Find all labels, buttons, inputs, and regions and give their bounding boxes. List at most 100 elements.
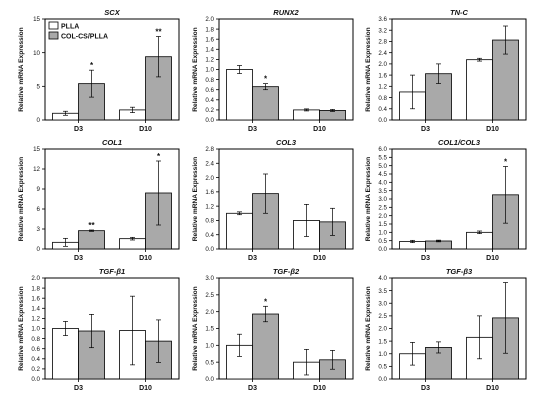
y-tick-label: 2.5 bbox=[378, 313, 387, 320]
y-tick-label: 5.0 bbox=[378, 163, 387, 170]
y-tick-label: 0.6 bbox=[31, 346, 40, 353]
y-tick-label: 1.8 bbox=[205, 26, 214, 33]
x-tick-label: D10 bbox=[139, 126, 152, 133]
y-tick-label: 1.4 bbox=[31, 306, 40, 313]
y-tick-label: 1.6 bbox=[205, 36, 214, 43]
y-tick-label: 15 bbox=[33, 146, 40, 153]
chart-title: RUNX2 bbox=[273, 8, 299, 17]
significance-mark: * bbox=[264, 75, 268, 84]
x-tick-label: D10 bbox=[486, 385, 499, 392]
legend-swatch bbox=[48, 31, 59, 40]
x-tick-label: D10 bbox=[486, 126, 499, 133]
y-tick-label: 0.0 bbox=[378, 246, 387, 253]
y-tick-label: 2.5 bbox=[205, 292, 214, 299]
y-tick-label: 12 bbox=[33, 166, 40, 173]
x-tick-label: D3 bbox=[248, 385, 257, 392]
plot-frame bbox=[391, 18, 527, 121]
x-tick-label: D3 bbox=[74, 385, 83, 392]
y-tick-label: 0.0 bbox=[205, 376, 214, 383]
chart-title: SCX bbox=[104, 8, 120, 17]
y-tick-label: 3.0 bbox=[378, 196, 387, 203]
chart-title: TGF-β3 bbox=[446, 267, 473, 276]
y-axis-label: Relative mRNA Expression bbox=[365, 157, 372, 241]
y-tick-label: 0.5 bbox=[378, 364, 387, 371]
y-tick-label: 2.4 bbox=[378, 50, 387, 57]
x-tick-label: D10 bbox=[139, 385, 152, 392]
y-tick-label: 4.0 bbox=[378, 275, 387, 282]
y-tick-label: 1.2 bbox=[205, 57, 214, 64]
y-tick-label: 3.2 bbox=[378, 27, 387, 34]
y-tick-label: 0.8 bbox=[205, 218, 214, 225]
y-tick-label: 5.5 bbox=[378, 155, 387, 162]
x-tick-label: D10 bbox=[486, 255, 499, 262]
y-tick-label: 4.5 bbox=[378, 171, 387, 178]
bar-col-cs-plla bbox=[319, 110, 346, 121]
chart-title: TGF-β2 bbox=[273, 267, 300, 276]
legend-swatch bbox=[48, 21, 59, 30]
chart-panel: TGF-β3 0.0 0.5 1.0 1.5 2.0 2.5 3.0 3.5 4.0 Relativ… bbox=[365, 267, 527, 392]
y-tick-label: 1.0 bbox=[205, 343, 214, 350]
y-tick-label: 1.2 bbox=[31, 316, 40, 323]
y-tick-label: 6.0 bbox=[378, 146, 387, 153]
y-tick-label: 2.8 bbox=[205, 146, 214, 153]
y-tick-label: 3.5 bbox=[378, 288, 387, 295]
chart-panel: COL3 0.0 0.4 0.8 1.2 1.6 2.0 2.4 2.8 Relative mRN… bbox=[192, 138, 354, 262]
plot-frame bbox=[44, 18, 180, 121]
y-tick-label: 2.0 bbox=[378, 213, 387, 220]
x-tick-label: D3 bbox=[248, 126, 257, 133]
y-tick-label: 2.5 bbox=[378, 205, 387, 212]
x-tick-label: D10 bbox=[139, 255, 152, 262]
y-tick-label: 2.0 bbox=[31, 275, 40, 282]
bar-plla bbox=[466, 59, 493, 121]
bar-col-cs-plla bbox=[425, 240, 452, 250]
y-axis-label: Relative mRNA Expression bbox=[192, 157, 199, 241]
x-tick-label: D3 bbox=[248, 255, 257, 262]
y-tick-label: 1.0 bbox=[378, 351, 387, 358]
x-tick-label: D10 bbox=[313, 385, 326, 392]
bar-col-cs-plla bbox=[78, 230, 105, 250]
y-tick-label: 3 bbox=[37, 226, 41, 233]
y-tick-label: 0.8 bbox=[378, 95, 387, 102]
legend: PLLA COL-CS/PLLA bbox=[48, 21, 108, 40]
y-tick-label: 0.6 bbox=[205, 87, 214, 94]
significance-mark: * bbox=[504, 158, 508, 167]
y-tick-label: 5 bbox=[37, 84, 41, 91]
significance-mark: * bbox=[90, 61, 94, 70]
y-tick-label: 0.4 bbox=[205, 97, 214, 104]
y-tick-label: 2.0 bbox=[378, 61, 387, 68]
chart-panel: SCX 0 5 10 15 Relative mRNA Expression D3 * D10 *… bbox=[18, 8, 180, 133]
y-tick-label: 2.4 bbox=[205, 160, 214, 167]
chart-title: COL1 bbox=[102, 138, 122, 147]
y-axis-label: Relative mRNA Expression bbox=[192, 27, 199, 111]
y-tick-label: 1.2 bbox=[378, 84, 387, 91]
y-tick-label: 1.5 bbox=[205, 326, 214, 333]
y-axis-label: Relative mRNA Expression bbox=[365, 286, 372, 370]
chart-panel: TGF-β2 0.0 0.5 1.0 1.5 2.0 2.5 3.0 Relative mRNA… bbox=[192, 267, 354, 392]
chart-title: COL3 bbox=[276, 138, 297, 147]
y-tick-label: 15 bbox=[33, 16, 40, 23]
y-tick-label: 3.0 bbox=[378, 300, 387, 307]
y-tick-label: 1.5 bbox=[378, 221, 387, 228]
y-tick-label: 1.8 bbox=[31, 285, 40, 292]
bar-plla bbox=[52, 328, 79, 380]
significance-mark: ** bbox=[88, 221, 95, 230]
significance-mark: * bbox=[157, 152, 161, 161]
bar-col-cs-plla bbox=[252, 86, 279, 121]
y-tick-label: 6 bbox=[37, 206, 41, 213]
chart-panel: TN-C 0.0 0.4 0.8 1.2 1.6 2.0 2.4 2.8 3.2 3.6 Relati… bbox=[365, 8, 527, 133]
y-tick-label: 1.0 bbox=[205, 67, 214, 74]
y-axis-label: Relative mRNA Expression bbox=[365, 27, 372, 111]
y-tick-label: 0.2 bbox=[205, 107, 214, 114]
y-tick-label: 0.0 bbox=[205, 117, 214, 124]
y-tick-label: 0.0 bbox=[31, 376, 40, 383]
y-tick-label: 3.5 bbox=[378, 188, 387, 195]
bar-plla bbox=[226, 212, 253, 250]
x-tick-label: D3 bbox=[421, 385, 430, 392]
y-tick-label: 1.4 bbox=[205, 47, 214, 54]
x-tick-label: D3 bbox=[74, 126, 83, 133]
legend-label: PLLA bbox=[61, 23, 79, 30]
y-tick-label: 1.6 bbox=[378, 72, 387, 79]
legend-label: COL-CS/PLLA bbox=[61, 33, 108, 40]
significance-mark: ** bbox=[155, 28, 162, 37]
